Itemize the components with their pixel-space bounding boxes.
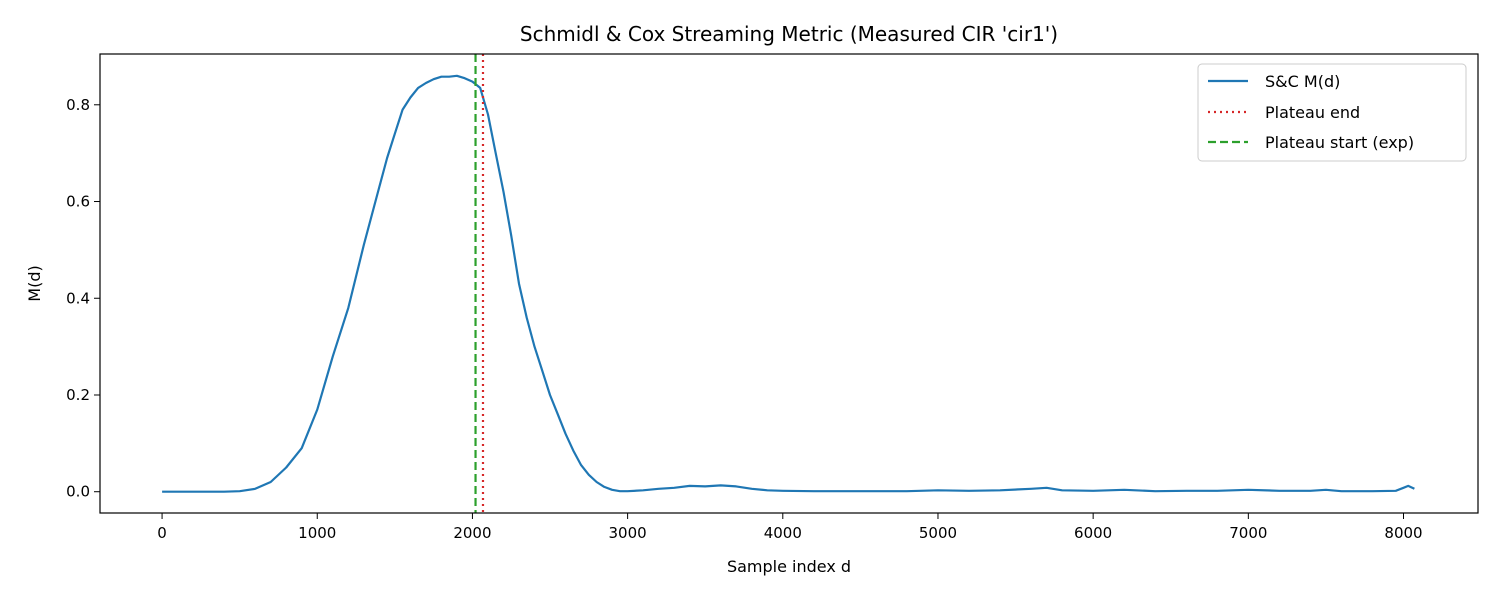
- legend-label-plateau-end: Plateau end: [1265, 103, 1360, 122]
- y-tick-label: 0.8: [66, 96, 90, 114]
- legend: S&C M(d) Plateau end Plateau start (exp): [1197, 63, 1467, 162]
- x-tick-label: 5000: [919, 524, 957, 542]
- series-layer: [162, 54, 1415, 513]
- y-axis-ticks: 0.0 0.2 0.4 0.6 0.8: [66, 96, 100, 501]
- chart-title: Schmidl & Cox Streaming Metric (Measured…: [520, 22, 1058, 46]
- y-tick-label: 0.6: [66, 193, 90, 211]
- x-tick-label: 0: [157, 524, 167, 542]
- x-tick-label: 7000: [1229, 524, 1267, 542]
- x-axis-label: Sample index d: [727, 557, 851, 576]
- legend-label-sc-metric: S&C M(d): [1265, 72, 1340, 91]
- x-tick-label: 4000: [764, 524, 802, 542]
- legend-label-plateau-start: Plateau start (exp): [1265, 133, 1414, 152]
- legend-box: [1197, 63, 1467, 162]
- y-axis-label: M(d): [25, 265, 44, 301]
- x-tick-label: 2000: [453, 524, 491, 542]
- x-tick-label: 8000: [1384, 524, 1422, 542]
- series-line-sc-metric: [162, 74, 1415, 493]
- x-tick-label: 3000: [609, 524, 647, 542]
- y-tick-label: 0.0: [66, 483, 90, 501]
- y-tick-label: 0.4: [66, 289, 90, 307]
- y-tick-label: 0.2: [66, 386, 90, 404]
- plot-area: [99, 53, 1479, 514]
- x-tick-label: 1000: [298, 524, 336, 542]
- x-axis-ticks: 0 1000 2000 3000 4000 5000 6000 7000 8000: [157, 513, 1423, 542]
- x-tick-label: 6000: [1074, 524, 1112, 542]
- plot-frame: [99, 53, 1479, 514]
